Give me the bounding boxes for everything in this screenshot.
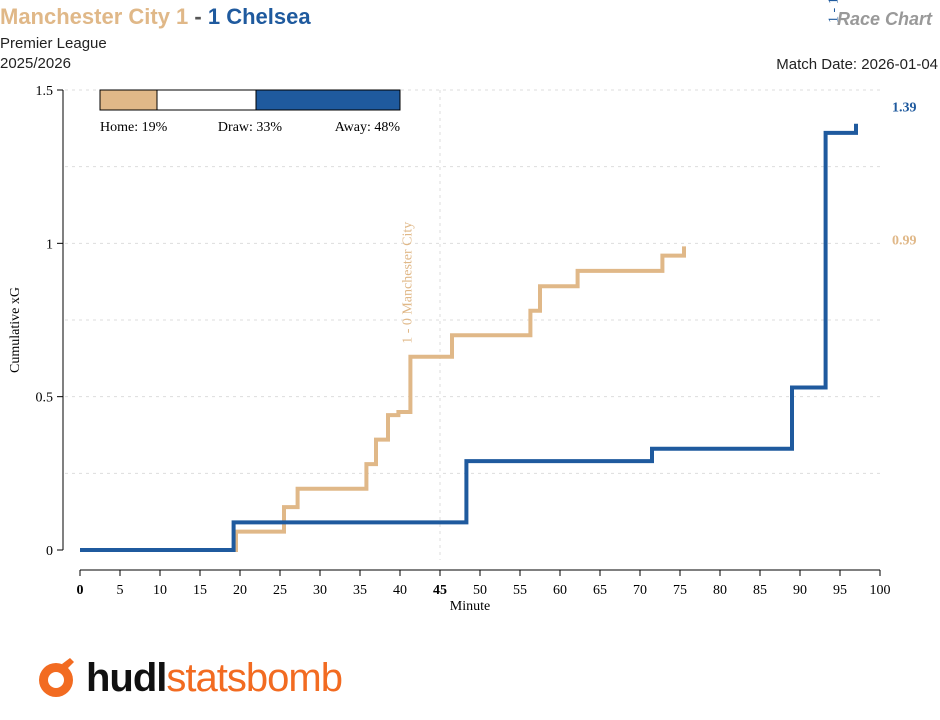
chart-type-label: Race Chart — [836, 9, 932, 29]
x-axis-label: Minute — [450, 599, 490, 614]
x-tick-label: 70 — [633, 583, 647, 598]
score-separator: - — [188, 4, 208, 29]
home-probability-label: Home: 19% — [100, 120, 168, 135]
x-tick-label: 90 — [793, 583, 807, 598]
x-tick-label: 85 — [753, 583, 767, 598]
away-xg-step-line — [80, 123, 858, 552]
y-tick-label: 1 — [46, 237, 53, 252]
x-tick-label: 0 — [77, 583, 84, 598]
x-tick-label: 25 — [273, 583, 287, 598]
x-tick-label: 30 — [313, 583, 327, 598]
statsbomb-logo: hudlstatsbomb — [32, 652, 343, 704]
competition-name: Premier League — [0, 35, 107, 52]
x-tick-label: 80 — [713, 583, 727, 598]
draw-probability-segment — [156, 89, 257, 111]
x-tick-label: 100 — [870, 583, 891, 598]
away-team-score: 1 Chelsea — [207, 4, 311, 29]
logo-text-hudl: hudl — [86, 655, 167, 700]
race-chart: 0 0.5 1 1.5 Cumulative xG 0 5 10 15 20 25 30 35 40 45 5… — [8, 0, 917, 614]
home-xg-total-label: 0.99 — [892, 233, 917, 248]
x-tick-label: 55 — [513, 583, 527, 598]
x-tick-label: 75 — [673, 583, 687, 598]
home-goal-annotation: 1 - 0 Manchester City — [400, 222, 415, 344]
chart-grid — [65, 89, 880, 560]
x-tick-label: 5 — [117, 583, 124, 598]
match-title: Manchester City 1 - 1 Chelsea — [0, 4, 311, 30]
x-tick-label: 45 — [433, 583, 447, 598]
match-date: Match Date: 2026-01-04 — [776, 56, 938, 73]
statsbomb-bomb-icon — [39, 658, 74, 697]
x-tick-label: 60 — [553, 583, 567, 598]
y-axis-label: Cumulative xG — [8, 287, 23, 373]
away-probability-segment — [255, 89, 401, 111]
away-probability-label: Away: 48% — [335, 120, 401, 135]
y-tick-label: 0 — [46, 544, 53, 559]
x-tick-label: 65 — [593, 583, 607, 598]
probability-bar: Home: 19% Draw: 33% Away: 48% — [99, 89, 401, 135]
chart-annotations: 0.99 1 - 0 Manchester City 1.39 1 - 1 Chels… — [400, 0, 916, 344]
logo-text-statsbomb: statsbomb — [166, 655, 343, 700]
chart-series — [80, 123, 858, 552]
x-tick-label: 50 — [473, 583, 487, 598]
y-tick-label: 1.5 — [36, 84, 54, 99]
home-xg-step-line — [80, 246, 686, 552]
x-tick-label: 15 — [193, 583, 207, 598]
away-goal-annotation: 1 - 1 Chelsea — [827, 0, 842, 23]
x-tick-label: 10 — [153, 583, 167, 598]
chart-axes: 0 0.5 1 1.5 Cumulative xG 0 5 10 15 20 25 30 35 40 45 5… — [8, 84, 891, 614]
season-label: 2025/2026 — [0, 55, 71, 72]
x-tick-label: 95 — [833, 583, 847, 598]
draw-probability-label: Draw: 33% — [218, 120, 282, 135]
home-team-score: Manchester City 1 — [0, 4, 189, 29]
away-xg-total-label: 1.39 — [892, 101, 917, 116]
home-probability-segment — [99, 89, 158, 111]
x-tick-label: 20 — [233, 583, 247, 598]
y-tick-label: 0.5 — [36, 391, 54, 406]
x-tick-label: 35 — [353, 583, 367, 598]
x-tick-label: 40 — [393, 583, 407, 598]
